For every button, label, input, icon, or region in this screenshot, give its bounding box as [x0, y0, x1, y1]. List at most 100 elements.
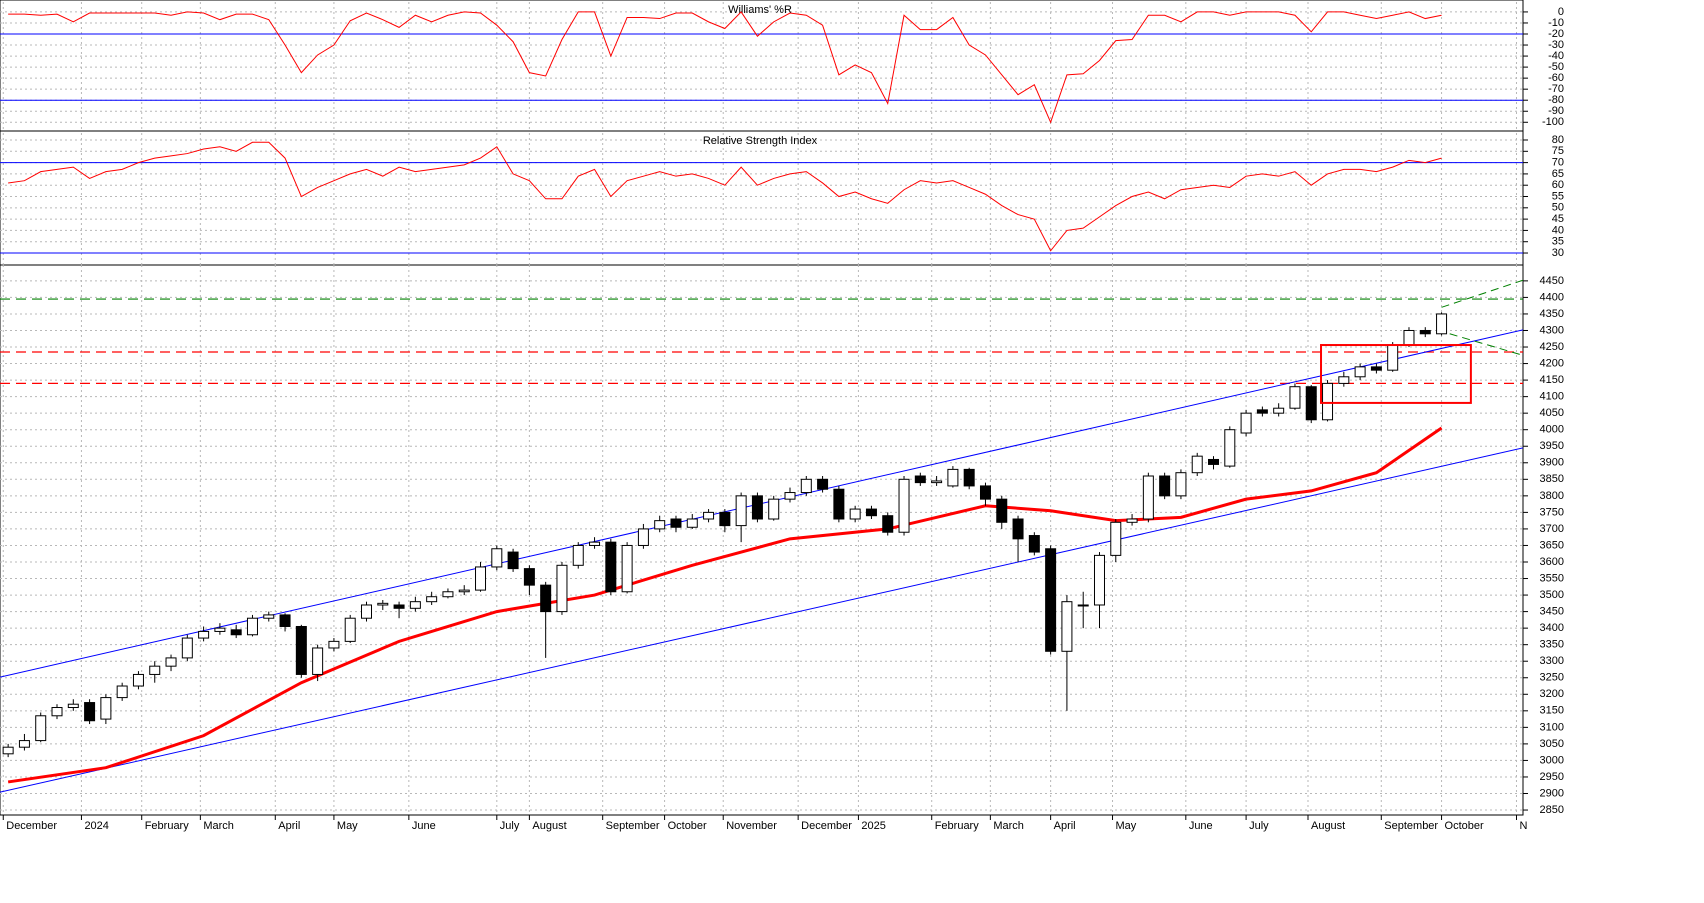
candle-body	[1354, 366, 1366, 378]
candle-body	[393, 604, 405, 609]
candle-body	[18, 740, 30, 748]
candle-body	[1273, 407, 1285, 414]
y-tick-label: 3900	[1540, 457, 1564, 469]
x-tick-label: 2025	[861, 820, 885, 832]
candle-body	[1028, 535, 1040, 553]
candle-body	[507, 551, 519, 570]
candle-body	[116, 685, 128, 699]
candle-body	[214, 627, 226, 632]
y-tick-label: 4350	[1540, 308, 1564, 320]
candle-body	[979, 485, 991, 500]
y-tick-label: -100	[1542, 116, 1564, 128]
candle-body	[686, 518, 698, 528]
candle-body	[523, 568, 535, 586]
y-tick-label: 4000	[1540, 424, 1564, 436]
candle-body	[1338, 376, 1350, 384]
y-tick-label: 3350	[1540, 639, 1564, 651]
candle-body	[1436, 313, 1448, 335]
candle-body	[263, 614, 275, 619]
x-tick-label: October	[668, 820, 707, 832]
candle-body	[931, 480, 943, 484]
candle-body	[426, 596, 438, 603]
x-tick-label: February	[935, 820, 980, 832]
candle-body	[768, 498, 780, 520]
candle-body	[1110, 521, 1122, 556]
candle-body	[1093, 554, 1105, 606]
candle-body	[1175, 472, 1187, 497]
candle-body	[1208, 458, 1220, 465]
candle-body	[1370, 366, 1382, 371]
indicator-line	[8, 11, 1442, 124]
y-tick-label: 3750	[1540, 506, 1564, 518]
y-tick-label: 75	[1552, 145, 1564, 157]
candle-body	[882, 515, 894, 533]
candle-body	[295, 625, 307, 675]
candle-body	[132, 673, 144, 687]
candle-body	[181, 637, 193, 659]
candle-body	[751, 495, 763, 520]
y-tick-label: 3850	[1540, 473, 1564, 485]
y-tick-label: -30	[1548, 39, 1564, 51]
candle-body	[442, 591, 454, 598]
y-tick-label: 3700	[1540, 523, 1564, 535]
candle-body	[605, 541, 617, 593]
candle-body	[865, 508, 877, 517]
candle-body	[2, 746, 14, 755]
y-tick-label: 0	[1558, 6, 1564, 18]
candle-body	[1077, 604, 1089, 607]
x-tick-label: September	[606, 820, 660, 832]
candle-body	[165, 657, 177, 667]
y-tick-label: -70	[1548, 83, 1564, 95]
candle-body	[328, 640, 340, 649]
candle-body	[1322, 382, 1334, 421]
candle-body	[1061, 601, 1073, 652]
candle-body	[621, 544, 633, 593]
y-tick-label: 3050	[1540, 738, 1564, 750]
candle-body	[51, 707, 63, 717]
candle-body	[735, 495, 747, 527]
y-tick-label: 50	[1552, 202, 1564, 214]
candle-body	[898, 478, 910, 533]
candle-body	[589, 541, 601, 546]
y-tick-label: 4100	[1540, 391, 1564, 403]
y-tick-label: 3150	[1540, 705, 1564, 717]
candle-body	[198, 630, 210, 639]
candle-body	[360, 604, 372, 619]
candle-body	[1012, 518, 1024, 540]
candle-body	[1126, 518, 1138, 523]
y-tick-label: 45	[1552, 213, 1564, 225]
candle-body	[246, 617, 258, 636]
y-tick-label: 35	[1552, 236, 1564, 248]
x-tick-label: October	[1445, 820, 1484, 832]
candle-body	[996, 498, 1008, 523]
y-tick-label: 2900	[1540, 787, 1564, 799]
y-tick-label: 3200	[1540, 688, 1564, 700]
x-tick-label: February	[145, 820, 190, 832]
y-tick-label: 3450	[1540, 606, 1564, 618]
candle-body	[35, 715, 47, 742]
candle-body	[914, 475, 926, 484]
candle-body	[312, 647, 324, 675]
y-tick-label: 4050	[1540, 407, 1564, 419]
candle-body	[1240, 412, 1252, 434]
candle-body	[491, 548, 503, 568]
candle-body	[149, 665, 161, 675]
candle-body	[1256, 409, 1268, 414]
candle-body	[279, 614, 291, 627]
moving-average	[7, 426, 1443, 784]
x-tick-label: 2024	[84, 820, 108, 832]
candle-body	[784, 492, 796, 500]
candle-body	[100, 697, 112, 720]
candle-body	[556, 564, 568, 613]
y-tick-label: 3500	[1540, 589, 1564, 601]
candle-body	[1289, 386, 1301, 409]
y-tick-label: 2850	[1540, 804, 1564, 816]
candle-body	[409, 601, 421, 609]
candle-body	[654, 520, 666, 530]
candle-body	[637, 528, 649, 546]
highlight-box	[1320, 344, 1472, 404]
y-tick-label: 4150	[1540, 374, 1564, 386]
candle-body	[1045, 548, 1057, 652]
y-tick-label: 2950	[1540, 771, 1564, 783]
